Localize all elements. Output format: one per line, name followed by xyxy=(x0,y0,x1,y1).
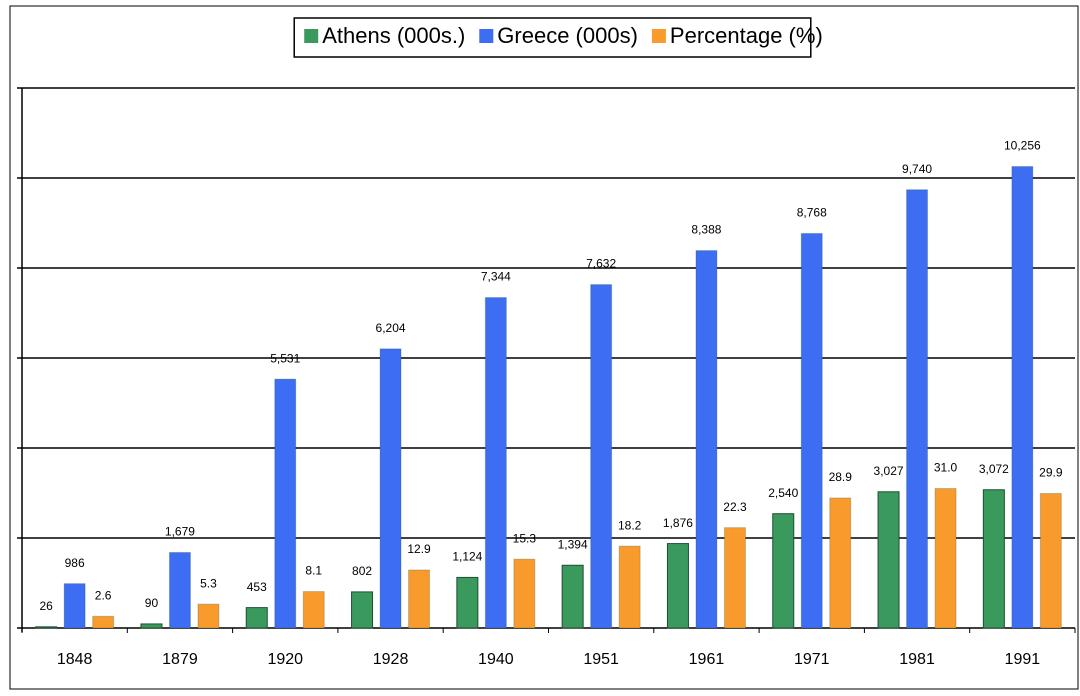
bar xyxy=(484,297,507,629)
bar xyxy=(590,284,613,629)
data-label: 1,679 xyxy=(165,525,195,539)
x-tick-label: 1971 xyxy=(794,651,830,668)
bar xyxy=(723,527,746,629)
frame xyxy=(9,5,1079,690)
bar xyxy=(302,591,325,629)
bar xyxy=(197,603,220,629)
data-label: 26 xyxy=(39,599,53,613)
x-tick-label: 1981 xyxy=(899,651,935,668)
bar xyxy=(92,615,115,629)
bar xyxy=(379,348,402,629)
data-label: 453 xyxy=(247,580,267,594)
x-tick-label: 1879 xyxy=(162,651,198,668)
x-tick-label: 1848 xyxy=(57,651,93,668)
bar xyxy=(829,497,852,629)
bar xyxy=(800,232,823,629)
data-label: 986 xyxy=(65,556,85,570)
data-label: 1,394 xyxy=(558,537,588,551)
x-tick-label: 1920 xyxy=(267,651,303,668)
bar xyxy=(140,623,163,629)
x-tick-label: 1991 xyxy=(1005,651,1041,668)
bar xyxy=(618,545,641,629)
data-label: 802 xyxy=(352,564,372,578)
bar xyxy=(274,378,297,629)
bar xyxy=(63,583,86,629)
data-label: 10,256 xyxy=(1004,139,1041,153)
data-label: 3,072 xyxy=(979,462,1009,476)
data-label: 1,876 xyxy=(663,516,693,530)
data-label: 31.0 xyxy=(934,461,958,475)
data-label: 2.6 xyxy=(95,588,112,602)
bar xyxy=(408,569,431,629)
data-label: 12.9 xyxy=(407,542,431,556)
bar xyxy=(1039,492,1062,629)
data-label: 8,768 xyxy=(797,206,827,220)
bar xyxy=(666,543,689,629)
data-label: 2,540 xyxy=(768,486,798,500)
x-tick-label: 1928 xyxy=(373,651,409,668)
data-label: 22.3 xyxy=(723,500,747,514)
data-label: 5.3 xyxy=(200,576,217,590)
x-tick-label: 1951 xyxy=(583,651,619,668)
x-tick-label: 1961 xyxy=(689,651,725,668)
legend-swatch xyxy=(651,29,666,43)
data-label: 9,740 xyxy=(902,162,932,176)
data-label: 7,344 xyxy=(481,270,511,284)
bar xyxy=(168,551,191,629)
bar xyxy=(35,626,58,629)
bar xyxy=(934,488,957,629)
legend-box xyxy=(293,17,812,58)
bar xyxy=(695,250,718,629)
legend-swatch xyxy=(479,29,494,43)
bar xyxy=(351,591,374,629)
bar xyxy=(456,576,479,629)
data-label: 29.9 xyxy=(1039,466,1063,480)
data-label: 5,531 xyxy=(270,351,300,365)
bar xyxy=(245,607,268,629)
bar xyxy=(982,489,1005,629)
bar xyxy=(877,491,900,629)
legend-label: Percentage (%) xyxy=(670,23,823,48)
data-label: 6,204 xyxy=(376,321,406,335)
data-label: 18.2 xyxy=(618,518,642,532)
data-label: 15.3 xyxy=(513,531,537,545)
legend: Athens (000s.) Greece (000s) Percentage (%… xyxy=(293,17,823,58)
x-tick-label: 1940 xyxy=(478,651,514,668)
data-label: 28.9 xyxy=(829,470,853,484)
data-label: 3,027 xyxy=(874,464,904,478)
bar xyxy=(513,558,536,629)
legend-label: Athens (000s.) xyxy=(322,23,465,48)
data-label: 8,388 xyxy=(691,223,721,237)
bar xyxy=(1011,165,1034,629)
data-label: 8.1 xyxy=(305,564,322,578)
data-label: 7,632 xyxy=(586,257,616,271)
data-label: 90 xyxy=(145,596,159,610)
legend-label: Greece (000s) xyxy=(497,23,638,48)
bar xyxy=(772,513,795,629)
bar xyxy=(906,189,929,629)
bar xyxy=(561,564,584,629)
data-label: 1,124 xyxy=(452,550,482,564)
legend-swatch xyxy=(304,29,319,43)
